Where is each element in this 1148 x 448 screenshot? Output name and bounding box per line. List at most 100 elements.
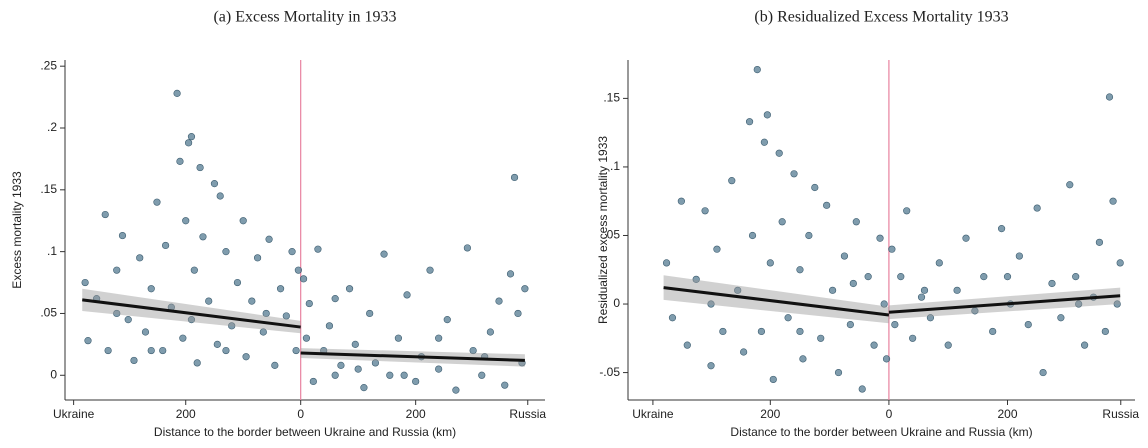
point [371, 359, 380, 367]
point [989, 327, 997, 336]
point [1075, 300, 1083, 308]
point [805, 231, 813, 240]
point [173, 89, 181, 97]
point [796, 266, 804, 274]
chart-title: (a) Excess Mortality in 1933 [213, 9, 396, 26]
point [435, 365, 443, 373]
point [179, 334, 187, 342]
point [799, 355, 807, 363]
point [1048, 279, 1056, 288]
confidence-band [82, 288, 301, 334]
point [1024, 320, 1032, 329]
point [271, 361, 279, 369]
point [753, 65, 761, 74]
x-tick-label: 200 [176, 407, 196, 421]
point [766, 259, 774, 267]
point [944, 341, 952, 349]
x-tick-label: 200 [760, 407, 780, 421]
point [1101, 327, 1109, 336]
point [997, 225, 1006, 233]
x-tick-label: 0 [886, 407, 893, 421]
point [840, 252, 849, 260]
point [953, 286, 961, 294]
point [259, 328, 267, 336]
y-tick-label: .1 [47, 244, 57, 258]
point [662, 259, 671, 267]
point [852, 218, 860, 226]
point [216, 192, 224, 200]
point [882, 355, 891, 363]
point [713, 245, 721, 253]
point [876, 234, 884, 242]
point [302, 334, 311, 342]
y-tick-label: .25 [40, 58, 57, 72]
point [775, 149, 783, 157]
point [811, 183, 819, 192]
point [276, 285, 285, 293]
point [403, 291, 411, 299]
point [345, 285, 354, 293]
point [159, 346, 167, 355]
point [926, 314, 935, 322]
point [778, 218, 786, 226]
point [962, 234, 970, 242]
point [354, 365, 362, 373]
x-tick-label: 200 [997, 407, 1017, 421]
point [683, 341, 691, 349]
point [222, 346, 230, 355]
point [763, 111, 771, 119]
point [701, 207, 709, 215]
point [769, 375, 777, 384]
point [210, 180, 219, 188]
point [130, 356, 138, 365]
point [394, 334, 403, 342]
x-tick-label: 200 [406, 407, 426, 421]
point [980, 273, 988, 281]
point [386, 371, 394, 379]
x-axis-label: Distance to the border between Ukraine a… [730, 425, 1032, 439]
point [784, 314, 792, 322]
point [314, 245, 322, 253]
point [187, 316, 196, 324]
fit-line [82, 298, 301, 329]
point [153, 198, 161, 206]
point [728, 177, 736, 185]
y-tick-label: .15 [603, 91, 620, 105]
point [190, 266, 198, 274]
point [707, 300, 715, 308]
point [501, 381, 509, 389]
point [193, 359, 201, 367]
point [478, 371, 486, 379]
point [337, 361, 345, 369]
point [81, 278, 89, 287]
y-tick-label: .2 [47, 120, 57, 134]
point [917, 293, 926, 301]
point [248, 297, 256, 305]
point [136, 254, 144, 262]
point [1066, 181, 1074, 189]
x-tick-label: Russia [509, 407, 546, 421]
point [299, 275, 308, 283]
point [858, 385, 866, 393]
point [495, 297, 503, 305]
point [677, 197, 685, 205]
point [351, 340, 359, 348]
point [1095, 238, 1104, 246]
point [817, 334, 825, 342]
point [309, 377, 317, 386]
confidence-band [663, 275, 889, 324]
point [903, 207, 911, 215]
point [331, 295, 339, 303]
y-tick-label: .15 [40, 182, 57, 196]
point [707, 362, 715, 370]
point [182, 217, 190, 225]
point [1072, 273, 1080, 281]
point [1109, 197, 1117, 205]
point [161, 241, 170, 250]
point [118, 231, 127, 240]
point [745, 118, 754, 126]
point [870, 341, 878, 349]
fit-line [888, 294, 1121, 314]
point [222, 248, 230, 256]
point [834, 368, 843, 377]
